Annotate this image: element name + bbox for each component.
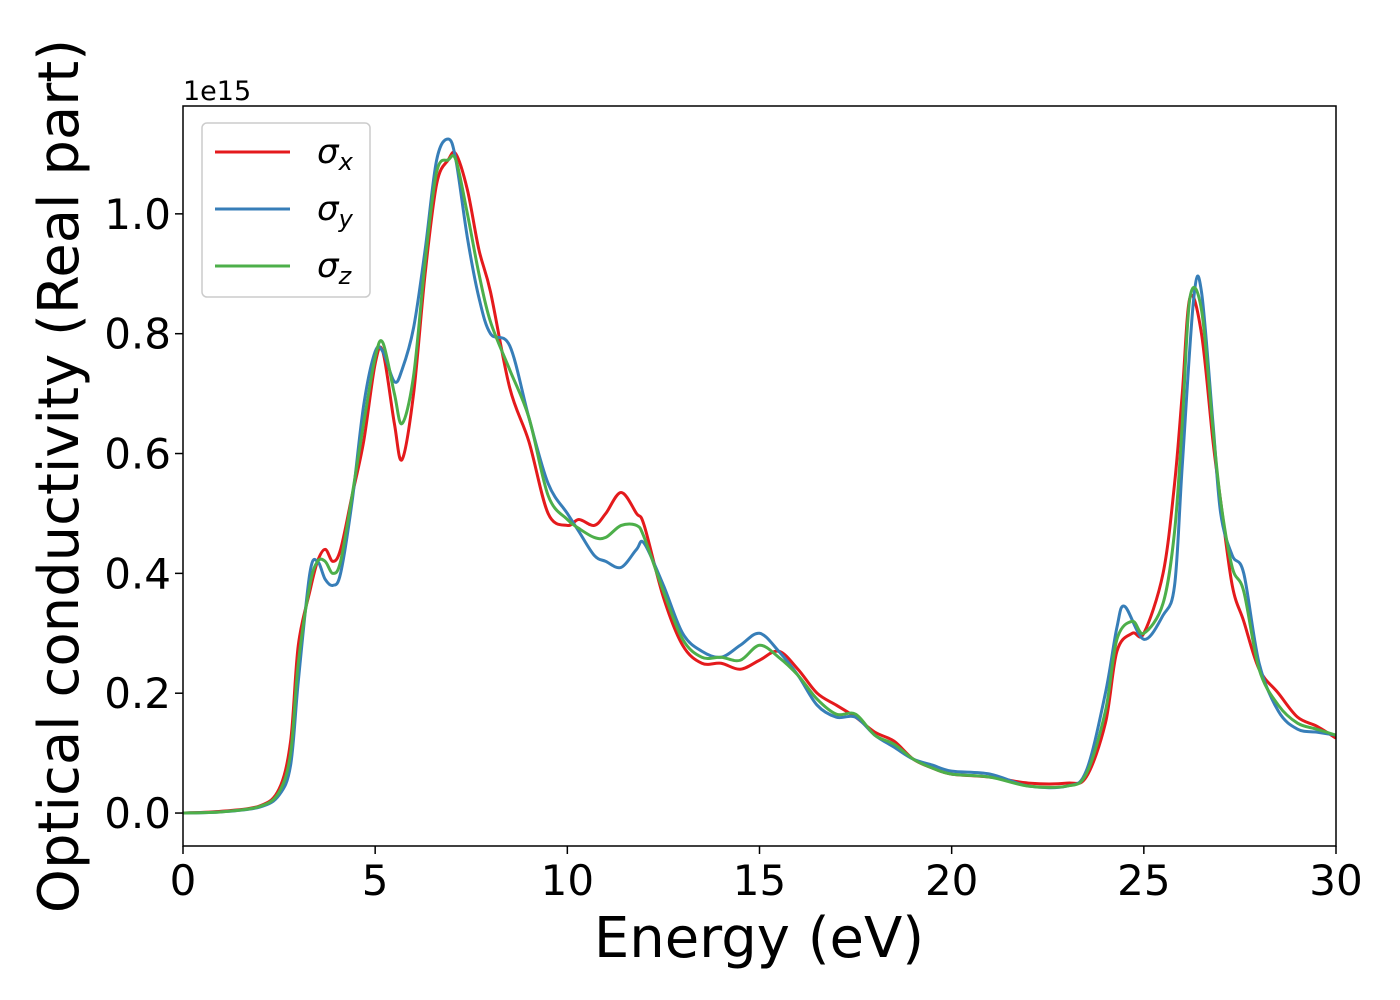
y-tick-label: 0.0 [104, 789, 171, 838]
y-tick-label: 0.8 [104, 310, 171, 359]
y-tick-label: 0.4 [104, 549, 171, 598]
x-tick-label: 30 [1309, 856, 1362, 905]
x-tick-label: 5 [362, 856, 389, 905]
series-line-x [183, 150, 1336, 815]
series-line-z [183, 153, 1336, 815]
ticks-layer: 0 5 10 15 20 25 30 0.0 0.2 0.4 0.6 0.8 1.0 [104, 190, 1363, 905]
y-axis-label: Optical conductivity (Real part) [27, 39, 92, 913]
x-tick-label: 15 [733, 856, 786, 905]
series-layer [183, 137, 1336, 815]
x-tick-label: 20 [925, 856, 978, 905]
x-tick-label: 0 [170, 856, 197, 905]
y-tick-label: 0.6 [104, 430, 171, 479]
x-tick-label: 25 [1117, 856, 1170, 905]
y-tick-label: 1.0 [104, 190, 171, 239]
legend-label-z: σz [317, 246, 353, 290]
x-tick-label: 10 [541, 856, 594, 905]
legend-entries: σx σy σz [215, 132, 354, 290]
y-offset-label: 1e15 [183, 76, 251, 107]
y-tick-label: 0.2 [104, 669, 171, 718]
legend: σx σy σz [201, 122, 371, 298]
x-axis-label: Energy (eV) [594, 906, 924, 971]
legend-label-y: σy [317, 189, 354, 233]
series-line-y [183, 137, 1336, 815]
legend-label-x: σx [317, 132, 354, 176]
